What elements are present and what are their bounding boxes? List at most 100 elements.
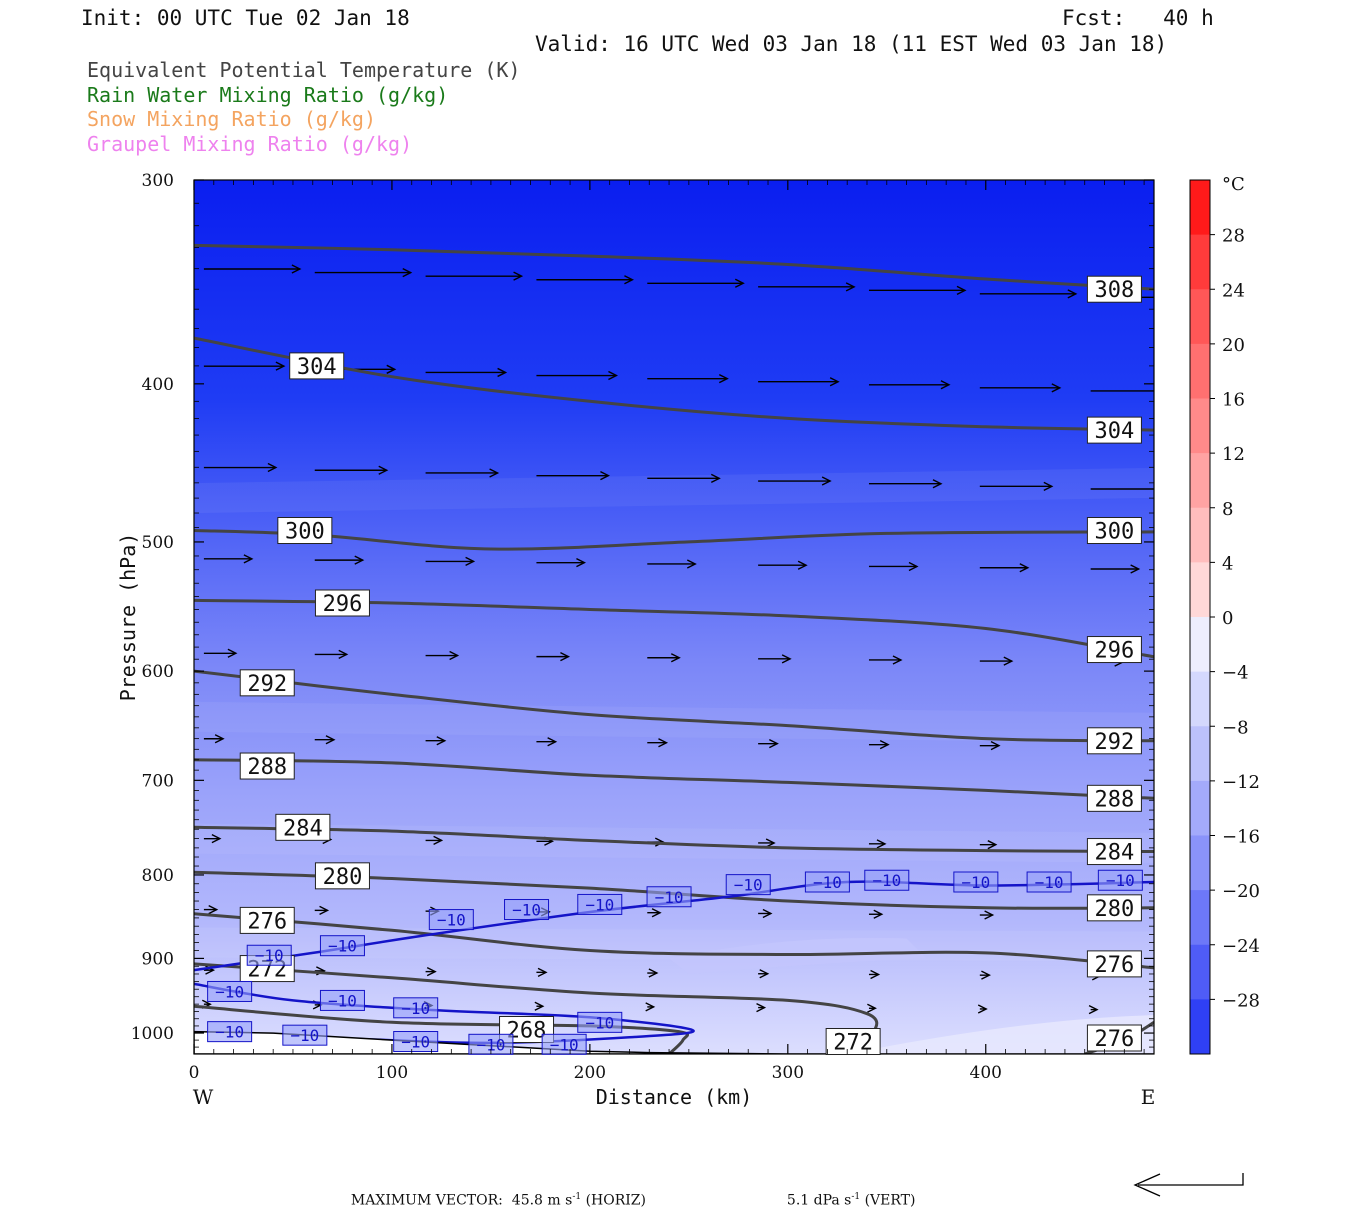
wind-vector-head (648, 968, 659, 978)
wind-vector-head (534, 1001, 545, 1011)
reference-vector-arrow (1133, 1173, 1244, 1197)
isotherm-label-box (319, 935, 365, 957)
shading-band (194, 467, 1154, 514)
wind-vector-head (275, 361, 286, 371)
isotherm-label: −10 (734, 876, 763, 895)
colorbar-bin (1190, 562, 1210, 618)
theta-e-contour-272 (194, 962, 879, 1054)
isotherm-label: −10 (437, 911, 466, 930)
theta-e-label: 284 (283, 816, 323, 841)
theta-e-label: 300 (285, 520, 325, 545)
legend-graupel: Graupel Mixing Ratio (g/kg) (87, 132, 413, 156)
wind-vector-head (513, 271, 524, 281)
wind-vector-head (781, 654, 792, 664)
theta-e-contour-304 (194, 336, 1154, 432)
theta-e-label: 304 (297, 355, 337, 380)
theta-e-label: 292 (247, 672, 287, 697)
wind-vector-head (956, 285, 967, 295)
isotherm-label-box (207, 1021, 253, 1043)
colorbar-bin (1190, 398, 1210, 454)
isotherm-label-box (207, 980, 253, 1002)
wind-vector-head (1088, 1005, 1099, 1015)
wind-vector-head (1163, 387, 1171, 395)
isotherm-label-box (804, 871, 850, 893)
wind-vector-head (1003, 656, 1014, 666)
wind-vector-head (354, 555, 365, 565)
x-tick-label: 0 (189, 1063, 200, 1083)
wind-vector-head (1019, 563, 1030, 573)
isotherm-label: −10 (813, 873, 842, 892)
isotherm-label-box (577, 1011, 623, 1033)
colorbar-bin (1190, 890, 1210, 946)
colorbar-bin (1190, 507, 1210, 563)
x-tick-label: 100 (376, 1063, 408, 1083)
colorbar-tick-label: 24 (1222, 280, 1245, 301)
colorbar-tick-label: −16 (1222, 827, 1260, 848)
wind-vector-head (984, 910, 995, 920)
theta-e-label-box (1086, 416, 1142, 444)
isotherm-label: −10 (1106, 871, 1135, 890)
colorbar-bin (1190, 180, 1210, 236)
isotherm-label: −10 (872, 871, 901, 890)
y-tick-label: 900 (142, 949, 174, 969)
theta-e-label-box (1086, 784, 1142, 812)
theta-e-contour-284 (194, 825, 1154, 853)
theta-e-label: 300 (1095, 520, 1135, 545)
wind-vector-head (624, 275, 634, 285)
isotherm-label: −10 (585, 1013, 614, 1032)
theta-e-label-box (314, 589, 370, 617)
theta-e-label-box (1086, 275, 1142, 303)
wind-vector-head (1043, 481, 1054, 491)
theta-e-label-box (275, 813, 331, 841)
theta-e-label: 288 (1095, 787, 1135, 812)
theta-e-label: 304 (1095, 419, 1135, 444)
y-tick-label: 300 (142, 171, 174, 191)
theta-e-label-box (1086, 727, 1142, 755)
theta-e-label-box (1086, 894, 1142, 922)
wind-vector-head (426, 966, 437, 977)
colorbar-bin (1190, 343, 1210, 399)
theta-e-label: 272 (833, 1031, 873, 1056)
colorbar-bin (1190, 671, 1210, 727)
legend-rain: Rain Water Mixing Ratio (g/kg) (87, 83, 449, 107)
theta-e-contour-276 (194, 912, 1154, 970)
wind-vector-head (600, 471, 610, 481)
colorbar-tick-label: −24 (1222, 936, 1260, 957)
wind-vector-head (1067, 289, 1078, 299)
theta-e-label: 296 (1095, 639, 1135, 664)
wind-vector-head (762, 908, 773, 919)
isotherm-label: −10 (290, 1026, 319, 1045)
x-tick-label: 200 (574, 1063, 606, 1083)
theta-e-label-box (277, 517, 333, 545)
wind-vector-head (489, 468, 500, 478)
x-axis-label: Distance (km) (596, 1085, 753, 1109)
wind-vector-head (436, 736, 447, 746)
wind-vector-head (319, 905, 330, 915)
y-tick-label: 800 (142, 866, 174, 886)
y-tick-label: 1000 (131, 1024, 174, 1044)
isotherm-label-box (428, 909, 474, 931)
theta-e-label-box (289, 352, 345, 380)
theta-e-contour-292 (194, 669, 1154, 743)
colorbar-tick-label: −12 (1222, 772, 1260, 793)
colorbar-tick-label: 4 (1222, 553, 1233, 574)
theta-e-label: 288 (247, 755, 287, 780)
legend-snow: Snow Mixing Ratio (g/kg) (87, 107, 376, 131)
theta-e-label-box (239, 752, 295, 780)
wind-vector-head (908, 561, 919, 572)
isotherm-label: −10 (512, 901, 541, 920)
colorbar-bin (1190, 726, 1210, 782)
isotherm-label-box (246, 944, 292, 966)
colorbar-tick-label: −8 (1222, 717, 1249, 738)
wind-vector-head (981, 970, 991, 980)
max-vector-label: MAXIMUM VECTOR: (350, 1192, 503, 1209)
wind-vector-head (759, 969, 770, 979)
isotherm-label: −10 (215, 1023, 244, 1042)
init-time: Init: 00 UTC Tue 02 Jan 18 (81, 6, 410, 30)
isotherm-label-box (319, 989, 365, 1011)
wind-vector-head (291, 264, 302, 274)
colorbar-tick-label: −20 (1222, 881, 1260, 902)
colorbar-bin (1190, 944, 1210, 1000)
isotherm-label-box (282, 1024, 328, 1046)
max-vector-vert-unit: dPa s (813, 1192, 852, 1209)
